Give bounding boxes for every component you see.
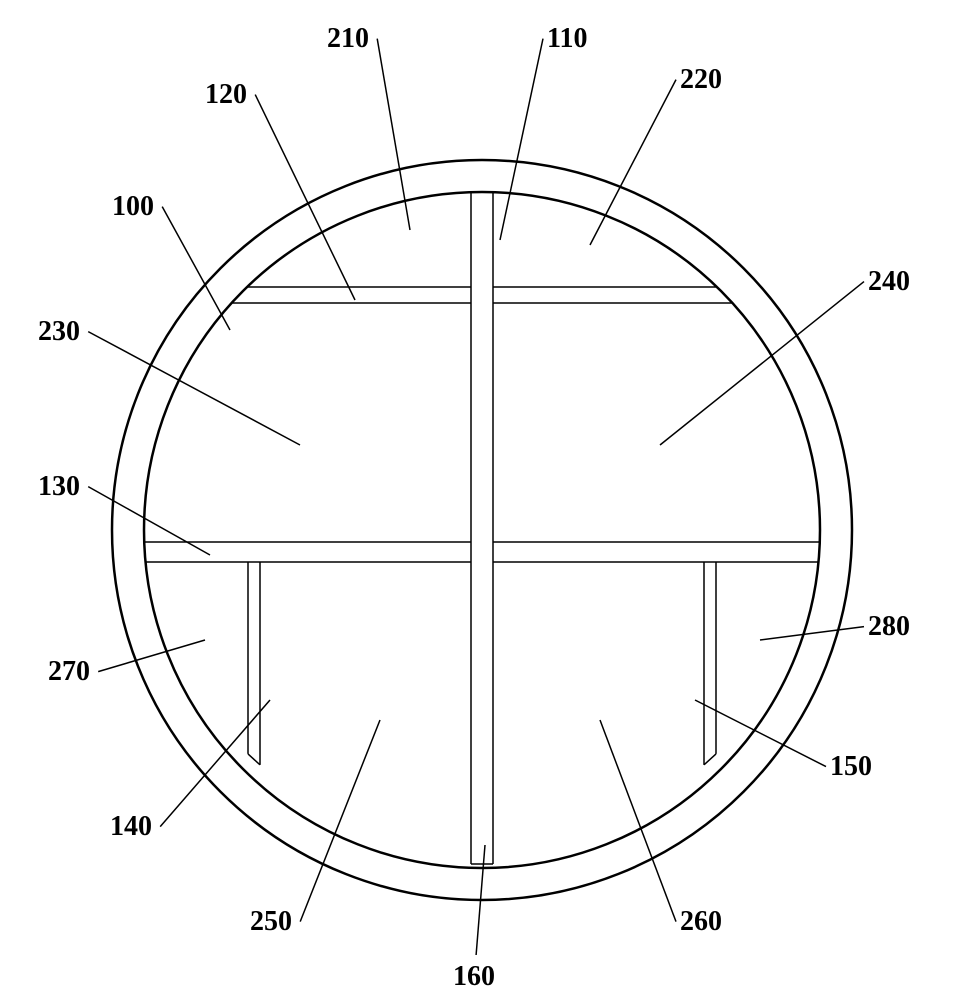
label-230: 230 bbox=[38, 316, 80, 347]
leader-line-140 bbox=[160, 700, 270, 827]
leader-line-130 bbox=[88, 487, 210, 555]
leader-line-230 bbox=[88, 332, 300, 445]
leader-line-120 bbox=[255, 95, 355, 300]
leader-line-260 bbox=[600, 720, 676, 922]
leader-line-220 bbox=[590, 80, 676, 245]
ring bbox=[112, 160, 852, 900]
leader-line-240 bbox=[660, 282, 864, 445]
label-220: 220 bbox=[680, 64, 722, 95]
label-240: 240 bbox=[868, 266, 910, 297]
label-260: 260 bbox=[680, 906, 722, 937]
internal-dividers bbox=[144, 192, 820, 864]
label-100: 100 bbox=[112, 191, 154, 222]
label-110: 110 bbox=[547, 23, 587, 54]
leader-line-270 bbox=[98, 640, 205, 672]
label-160: 160 bbox=[453, 961, 495, 992]
leader-line-110 bbox=[500, 39, 543, 240]
outer-circle bbox=[112, 160, 852, 900]
leader-line-280 bbox=[760, 627, 864, 640]
leader-line-210 bbox=[377, 39, 410, 230]
label-140: 140 bbox=[110, 811, 152, 842]
label-120: 120 bbox=[205, 79, 247, 110]
label-250: 250 bbox=[250, 906, 292, 937]
label-280: 280 bbox=[868, 611, 910, 642]
right-stub-cap bbox=[704, 754, 716, 765]
inner-circle bbox=[144, 192, 820, 868]
left-stub-cap bbox=[248, 754, 260, 765]
label-210: 210 bbox=[327, 23, 369, 54]
label-150: 150 bbox=[830, 751, 872, 782]
labels: 210 110 120 220 100 240 230 130 270 280 140 150 250 2… bbox=[38, 23, 910, 992]
label-130: 130 bbox=[38, 471, 80, 502]
technical-diagram: 210 110 120 220 100 240 230 130 270 280 140 150 250 2… bbox=[0, 0, 964, 1000]
label-270: 270 bbox=[48, 656, 90, 687]
